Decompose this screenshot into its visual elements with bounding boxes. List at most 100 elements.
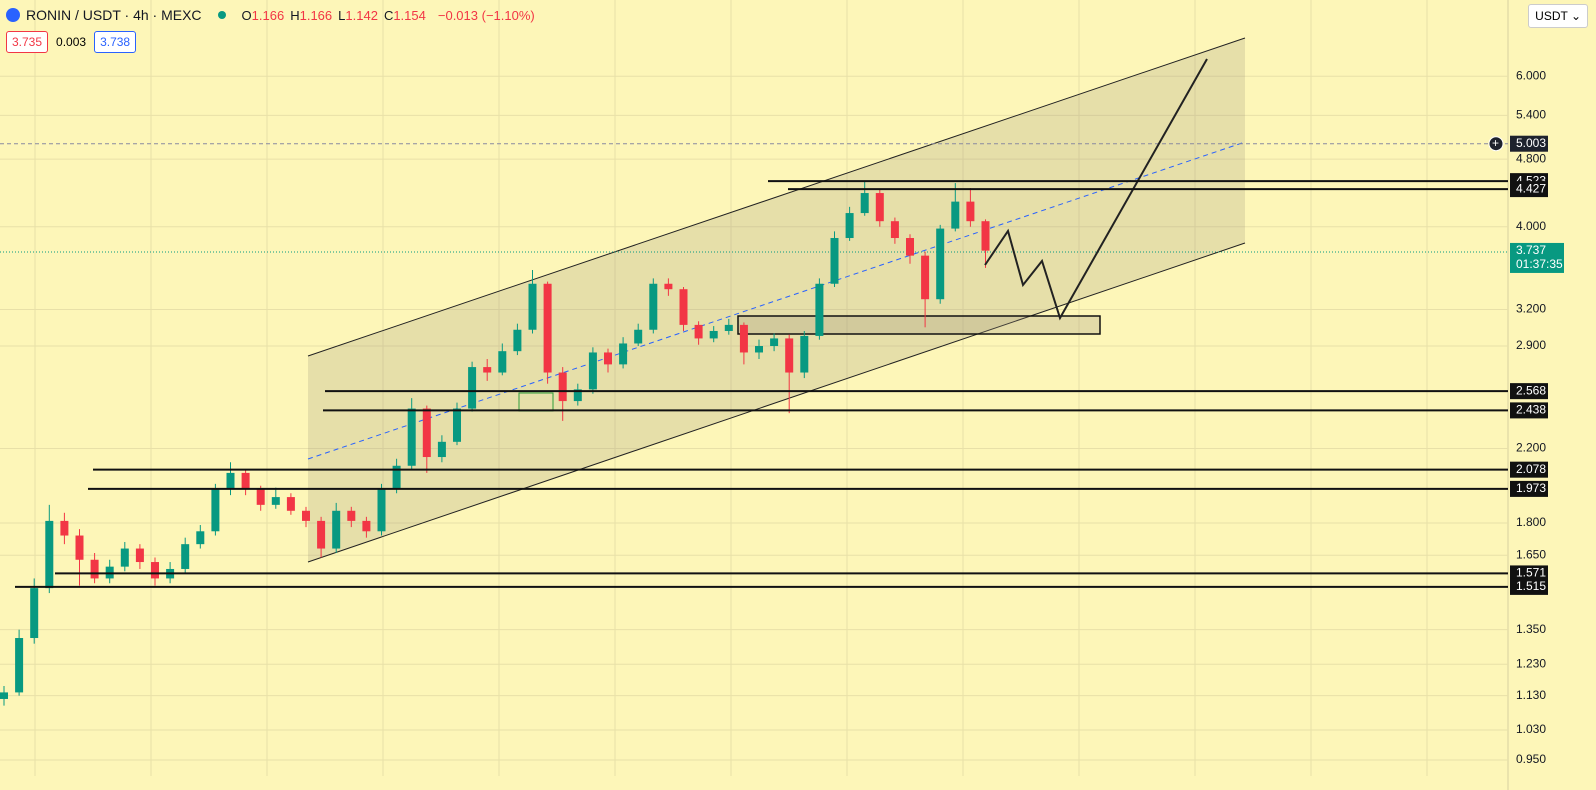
- candle-body: [890, 221, 899, 239]
- candle-body: [75, 535, 84, 560]
- candle-body: [271, 497, 280, 505]
- candle-body: [936, 228, 945, 300]
- candle-body: [347, 510, 356, 521]
- bid[interactable]: 3.735: [6, 31, 49, 53]
- ohlc: O1.166 H1.166 L1.142 C1.154: [242, 8, 432, 23]
- status-dot: [217, 11, 226, 19]
- candle-body: [573, 389, 582, 402]
- ohlc-label: L: [338, 7, 346, 23]
- candle-body: [45, 520, 54, 589]
- level-label: 2.078: [1516, 462, 1546, 476]
- candle-body: [921, 255, 930, 300]
- countdown: 01:37:35: [1516, 257, 1563, 271]
- candle-body: [90, 559, 99, 579]
- y-tick-label: 1.030: [1516, 722, 1546, 736]
- candle-body: [800, 335, 809, 373]
- candle-body: [211, 489, 220, 532]
- y-tick-label: 2.900: [1516, 338, 1546, 352]
- candle-body: [966, 201, 975, 222]
- candle-body: [60, 520, 69, 536]
- y-tick-label: 2.200: [1516, 441, 1546, 455]
- alert-tag: [1510, 135, 1548, 152]
- candle-body: [875, 193, 884, 222]
- y-tick-label: 0.950: [1516, 752, 1546, 766]
- candle-body: [604, 352, 612, 365]
- y-tick-label: 5.400: [1516, 108, 1546, 122]
- candle-body: [634, 329, 643, 344]
- change: −0.013 (−1.10%): [437, 7, 535, 23]
- candle-body: [845, 213, 854, 239]
- channel-mid: [307, 141, 1246, 460]
- candle-body: [906, 238, 914, 256]
- level-label: 2.568: [1516, 383, 1546, 397]
- candle-body: [770, 338, 779, 347]
- level-label: 1.973: [1516, 481, 1546, 495]
- candle-body: [513, 329, 522, 352]
- candle-body: [407, 408, 416, 466]
- candle-body: [528, 283, 537, 330]
- alert-plus-sign: +: [1492, 136, 1499, 150]
- candle-body: [332, 510, 341, 549]
- candle-body: [226, 472, 235, 490]
- channel-top: [307, 37, 1246, 357]
- candle-body: [317, 520, 326, 549]
- quote: 3.735 0.003 3.738: [6, 31, 137, 53]
- level-tag: [1510, 565, 1548, 582]
- ohlc-label: H: [290, 7, 300, 23]
- candle-body: [392, 465, 401, 490]
- candle-body: [437, 441, 446, 458]
- y-tick-label: 1.800: [1516, 515, 1546, 529]
- projection: [984, 58, 1208, 321]
- candle-body: [120, 548, 129, 567]
- candle-body: [241, 472, 250, 490]
- currency: USDT: [1535, 9, 1568, 23]
- ohlc-value: 1.166: [251, 7, 285, 23]
- candle-body: [151, 562, 159, 579]
- candle-body: [785, 338, 794, 373]
- zone-box: [737, 315, 1101, 335]
- candle-body: [815, 283, 824, 336]
- candle-body: [377, 489, 386, 532]
- ohlc-value: 1.166: [299, 7, 333, 23]
- candle-body: [30, 588, 39, 639]
- currency-select[interactable]: USDT ⌄: [1528, 4, 1588, 28]
- candle-body: [649, 283, 658, 330]
- candle-body: [664, 283, 673, 290]
- candle-body: [619, 343, 628, 365]
- alert-label: 5.003: [1516, 136, 1546, 150]
- candle-body: [0, 692, 8, 699]
- level-tag: [1510, 480, 1548, 497]
- candle-body: [453, 408, 461, 442]
- y-tick-label: 4.000: [1516, 219, 1546, 233]
- level-label: 2.438: [1516, 403, 1546, 417]
- ohlc-label: C: [383, 7, 394, 23]
- candle-body: [135, 548, 144, 563]
- y-tick-label: 1.350: [1516, 622, 1546, 636]
- candle-body: [981, 221, 990, 251]
- candle-body: [588, 352, 597, 390]
- y-tick-label: 3.200: [1516, 302, 1546, 316]
- y-tick-label: 1.230: [1516, 656, 1546, 670]
- symbol[interactable]: RONIN / USDT · 4h · MEXC: [26, 7, 202, 23]
- alert-plus: [1488, 136, 1504, 152]
- candle-body: [181, 544, 190, 569]
- level-label: 1.571: [1516, 566, 1546, 580]
- level-label: 4.427: [1516, 181, 1546, 195]
- candle-body: [951, 201, 960, 229]
- candle-body: [709, 330, 718, 339]
- level-tag: [1510, 578, 1548, 595]
- candle-body: [483, 367, 492, 373]
- candle-body: [694, 324, 703, 339]
- candle-body: [256, 489, 265, 505]
- candle-body: [679, 289, 688, 325]
- ask[interactable]: 3.738: [94, 31, 137, 53]
- candle-body: [724, 324, 733, 331]
- candle-body: [422, 408, 431, 458]
- level-tag: [1510, 181, 1548, 198]
- candle-body: [558, 372, 567, 402]
- y-tick-label: 4.800: [1516, 151, 1546, 165]
- candle-body: [302, 510, 310, 521]
- ohlc-label: O: [241, 7, 252, 23]
